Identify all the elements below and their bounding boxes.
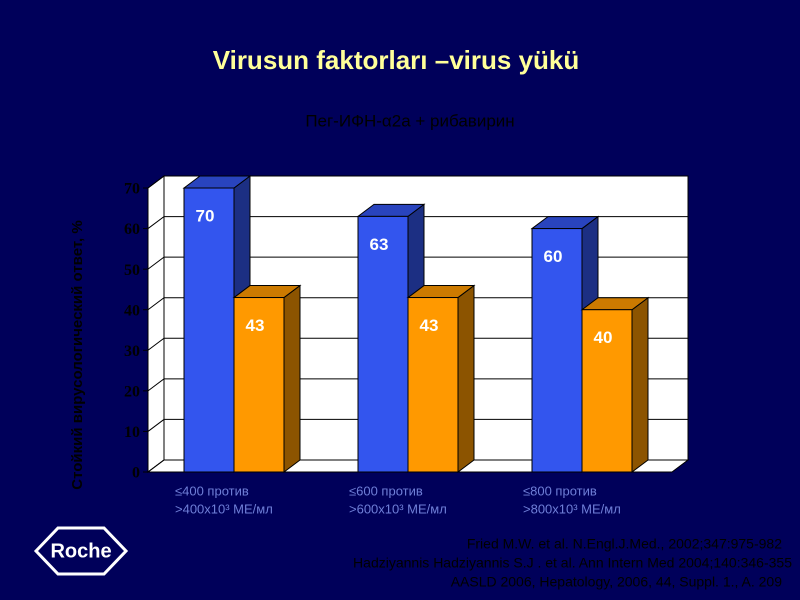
bar <box>357 215 409 473</box>
x-tick-label: ≤800 против <box>523 483 597 498</box>
grid-line <box>147 297 688 311</box>
grid-line <box>147 256 688 270</box>
grid-line <box>147 459 688 473</box>
grid-line <box>147 337 688 351</box>
bar-side <box>457 284 475 473</box>
y-tick-label: 20 <box>124 384 140 401</box>
grid-line <box>147 378 688 392</box>
bar <box>233 297 285 473</box>
chart-title: Virusun faktorları –virus yükü <box>213 45 580 75</box>
roche-logo: Roche <box>33 526 129 576</box>
data-label: 63 <box>370 235 389 254</box>
y-tick-label: 30 <box>124 343 140 360</box>
y-tick-label: 0 <box>132 465 140 482</box>
bar <box>531 228 583 473</box>
y-axis-label: Стойкий вирусологический ответ, % <box>69 220 86 489</box>
data-label: 43 <box>420 316 439 335</box>
data-label: 60 <box>544 247 563 266</box>
y-tick-label: 70 <box>124 181 140 198</box>
grid-line <box>147 216 688 229</box>
reference: Hadziyannis Hadziyannis S.J . et al. Ann… <box>353 555 792 571</box>
x-tick-label: >400x10³ МЕ/мл <box>175 501 273 516</box>
chart-subtitle: Пег-ИФН-α2а + рибавирин <box>305 111 514 130</box>
y-tick-label: 60 <box>124 221 140 238</box>
bar <box>407 297 459 473</box>
bar-side <box>631 296 649 473</box>
bar <box>183 187 235 473</box>
y-tick-label: 10 <box>124 424 140 441</box>
data-label: 43 <box>246 316 265 335</box>
logo-text: Roche <box>50 540 111 562</box>
side-wall <box>147 175 165 473</box>
reference: Fried M.W. et al. N.Engl.J.Med., 2002;34… <box>467 536 782 552</box>
x-tick-label: ≤600 против <box>349 483 423 498</box>
x-tick-label: >800x10³ МЕ/мл <box>523 501 621 516</box>
data-label: 70 <box>196 206 215 225</box>
x-tick-label: >600x10³ МЕ/мл <box>349 501 447 516</box>
logo-hexagon <box>33 526 129 576</box>
reference: AASLD 2006, Hepatology, 2006, 44, Suppl.… <box>451 574 783 590</box>
y-tick-label: 50 <box>124 262 140 279</box>
data-label: 40 <box>594 328 613 347</box>
grid-line <box>147 418 688 432</box>
bar-side <box>283 284 301 473</box>
x-tick-label: ≤400 против <box>175 483 249 498</box>
plot: 0 10 20 30 40 50 60 70 70 43 ≤400 против >400x10³ М… <box>124 175 690 516</box>
grid-line <box>147 175 688 189</box>
bar <box>581 309 633 473</box>
y-tick-label: 40 <box>124 302 140 319</box>
